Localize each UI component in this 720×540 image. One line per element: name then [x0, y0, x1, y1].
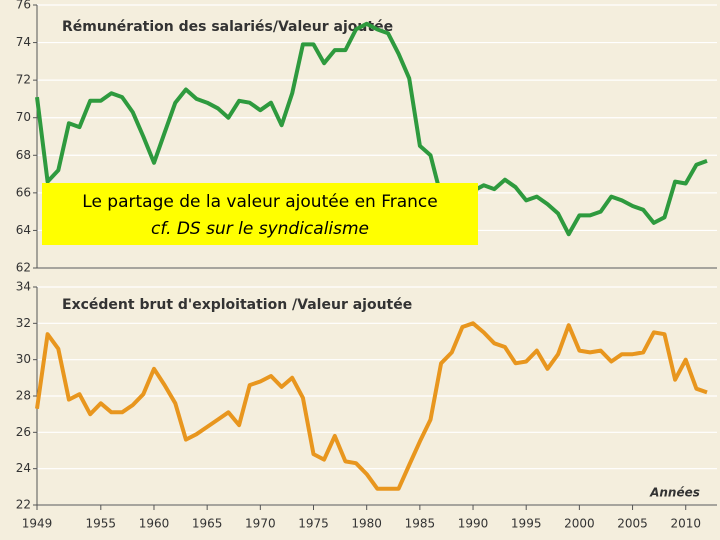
line-series — [35, 321, 708, 491]
x-tick-label: 1985 — [405, 517, 436, 531]
y-tick-label: 68 — [16, 148, 31, 162]
x-tick-label: 1980 — [351, 517, 382, 531]
x-tick-label: 1960 — [139, 517, 170, 531]
plots: 62 64 66 68 70 72 74 76 Rémunération des salarié… — [16, 0, 717, 531]
y-tick-label: 34 — [16, 280, 31, 294]
y-tick-label: 24 — [16, 461, 31, 475]
y-tick-label: 26 — [16, 425, 31, 439]
line-series — [35, 21, 708, 237]
y-tick-label: 70 — [16, 110, 31, 124]
y-tick-label: 28 — [16, 389, 31, 403]
x-tick-label: 1949 — [22, 517, 53, 531]
y-tick-label: 32 — [16, 316, 31, 330]
x-axis-label: Années — [649, 486, 700, 500]
x-tick-label: 2000 — [564, 517, 595, 531]
x-tick-label: 2005 — [617, 517, 648, 531]
y-tick-label: 30 — [16, 352, 31, 366]
y-tick-label: 72 — [16, 73, 31, 87]
x-tick-label: 1990 — [458, 517, 489, 531]
x-tick-label: 1995 — [511, 517, 542, 531]
y-tick-label: 62 — [16, 261, 31, 275]
x-tick-label: 2010 — [670, 517, 701, 531]
note-title: Le partage de la valeur ajoutée en Franc… — [82, 192, 437, 212]
note-box — [42, 183, 478, 245]
x-tick-label: 1955 — [86, 517, 117, 531]
y-tick-label: 22 — [16, 498, 31, 512]
panel-title: Rémunération des salariés/Valeur ajoutée — [62, 19, 393, 35]
panel-title: Excédent brut d'exploitation /Valeur ajo… — [62, 297, 412, 313]
y-tick-label: 64 — [16, 223, 31, 237]
x-tick-label: 1965 — [192, 517, 223, 531]
y-tick-label: 74 — [16, 35, 31, 49]
y-tick-label: 66 — [16, 185, 31, 199]
y-tick-label: 76 — [16, 0, 31, 12]
note-subtitle: cf. DS sur le syndicalisme — [151, 219, 369, 239]
x-tick-label: 1970 — [245, 517, 276, 531]
x-tick-label: 1975 — [298, 517, 329, 531]
